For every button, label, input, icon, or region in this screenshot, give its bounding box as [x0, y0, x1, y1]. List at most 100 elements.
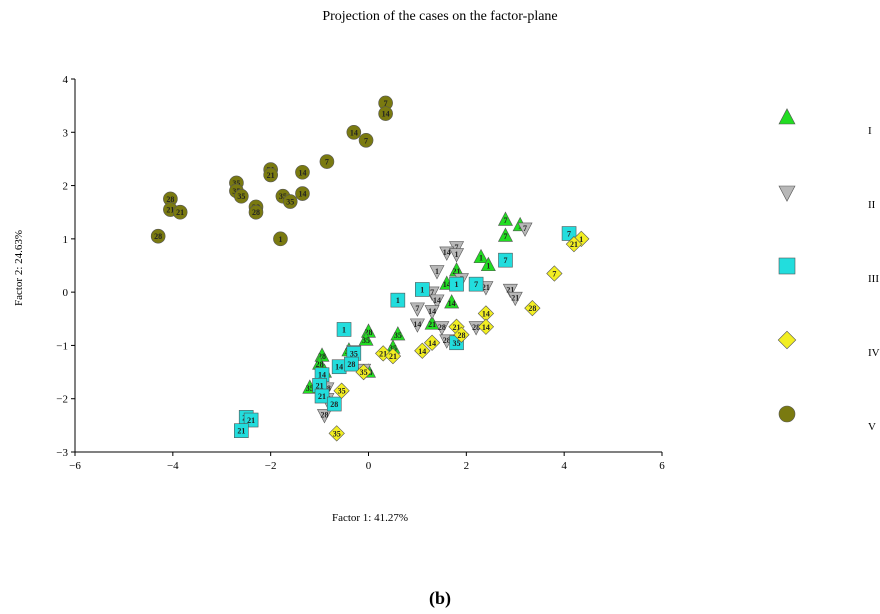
- data-point-label: 21: [482, 283, 490, 292]
- data-point-label: 7: [567, 230, 571, 239]
- data-point: [423, 334, 441, 351]
- data-point-label: 14: [428, 307, 436, 316]
- data-point-label: 14: [443, 248, 451, 257]
- data-point-label: 7: [455, 243, 459, 252]
- data-point: [295, 164, 310, 180]
- data-point-label: 14: [298, 190, 306, 199]
- x-axis-label: Factor 1: 41.27%: [332, 512, 408, 524]
- data-point: [172, 204, 188, 220]
- data-point-label: 1: [479, 254, 483, 263]
- x-tick-label: −2: [265, 460, 277, 472]
- data-point-label: 14: [350, 128, 358, 137]
- legend-label-v: V: [868, 421, 876, 433]
- y-axis-label: Factor 2: 24.63%: [13, 230, 25, 306]
- data-point-label: 14: [428, 339, 436, 348]
- data-point-label: 14: [443, 280, 451, 289]
- data-point-label: 14: [318, 371, 326, 380]
- data-point: [390, 326, 406, 341]
- legend-marker-i: [778, 108, 796, 125]
- data-point: [524, 300, 541, 317]
- x-tick-label: −6: [69, 460, 81, 472]
- data-point: [358, 331, 374, 346]
- data-point: [319, 154, 335, 169]
- data-point-label: 28: [438, 323, 446, 332]
- data-point: [498, 252, 513, 268]
- data-point: [346, 124, 362, 140]
- data-point-label: 1: [455, 280, 459, 289]
- data-point-label: 1: [396, 296, 400, 305]
- data-point: [480, 256, 496, 272]
- data-point-label: 21: [453, 267, 461, 276]
- data-point: [390, 292, 406, 308]
- y-tick-label: 2: [63, 181, 69, 193]
- data-point-label: 1: [420, 285, 424, 294]
- x-tick-label: 2: [464, 460, 470, 472]
- data-point-label: 21: [267, 171, 275, 180]
- data-point-label: 7: [415, 304, 419, 313]
- data-point-label: 35: [286, 198, 294, 207]
- data-point: [378, 106, 393, 121]
- data-point-label: 21: [428, 320, 436, 329]
- x-tick-label: 6: [659, 460, 665, 472]
- y-tick-label: 3: [63, 127, 69, 139]
- data-point: [295, 186, 310, 201]
- data-point-label: 1: [278, 235, 282, 244]
- data-point-label: 7: [503, 216, 507, 225]
- data-point: [429, 265, 445, 280]
- data-point-label: 28: [320, 411, 328, 420]
- data-point: [150, 228, 166, 244]
- data-point-label: 21: [506, 285, 514, 294]
- data-point-label: 28: [166, 195, 174, 204]
- data-point-label: 21: [237, 427, 245, 436]
- data-point: [316, 409, 332, 424]
- data-point-label: 1: [435, 267, 439, 276]
- legend-label-i: I: [868, 125, 872, 137]
- data-point: [424, 305, 440, 320]
- data-point: [449, 248, 465, 263]
- data-point-label: 14: [482, 323, 490, 332]
- data-point-label: 35: [232, 179, 240, 188]
- data-point-label: 28: [347, 360, 355, 369]
- data-point-label: 35: [306, 384, 314, 393]
- data-point-label: 35: [360, 368, 368, 377]
- data-point-label: 21: [247, 416, 255, 425]
- data-point-label: 28: [154, 232, 162, 241]
- data-point: [546, 265, 563, 282]
- data-point-label: 21: [379, 349, 387, 358]
- data-point-label: 14: [433, 296, 441, 305]
- data-point-label: 28: [457, 331, 465, 340]
- data-point: [507, 291, 523, 307]
- data-point-label: 14: [335, 363, 343, 372]
- data-point-label: 1: [455, 250, 459, 259]
- data-point: [477, 318, 495, 335]
- series-v: 71414772121143535353535142828282121281: [150, 95, 393, 247]
- data-point: [561, 226, 577, 241]
- data-point-label: 7: [325, 158, 329, 167]
- y-tick-label: −3: [56, 447, 68, 459]
- data-point: [497, 227, 513, 242]
- data-point: [326, 396, 342, 412]
- panel-label: (b): [429, 588, 451, 609]
- y-tick-label: −1: [56, 340, 68, 352]
- data-point: [573, 230, 590, 247]
- data-point-label: 35: [237, 192, 245, 201]
- data-point: [453, 326, 470, 343]
- data-point-label: 21: [511, 293, 519, 302]
- data-point-label: 7: [523, 224, 527, 233]
- data-point-label: 35: [362, 336, 370, 345]
- data-point-label: 28: [528, 304, 536, 313]
- data-point: [263, 167, 278, 183]
- data-point: [449, 276, 464, 292]
- data-point: [434, 321, 450, 336]
- data-point-label: 7: [474, 280, 478, 289]
- legend-marker-iii: [778, 257, 796, 275]
- data-point-label: 21: [389, 352, 397, 361]
- y-tick-label: 1: [63, 234, 69, 246]
- series-iii: 77117113514352814212128212121: [234, 226, 577, 438]
- data-point-label: 7: [503, 232, 507, 241]
- data-point: [344, 356, 359, 372]
- data-point-label: 7: [384, 99, 388, 108]
